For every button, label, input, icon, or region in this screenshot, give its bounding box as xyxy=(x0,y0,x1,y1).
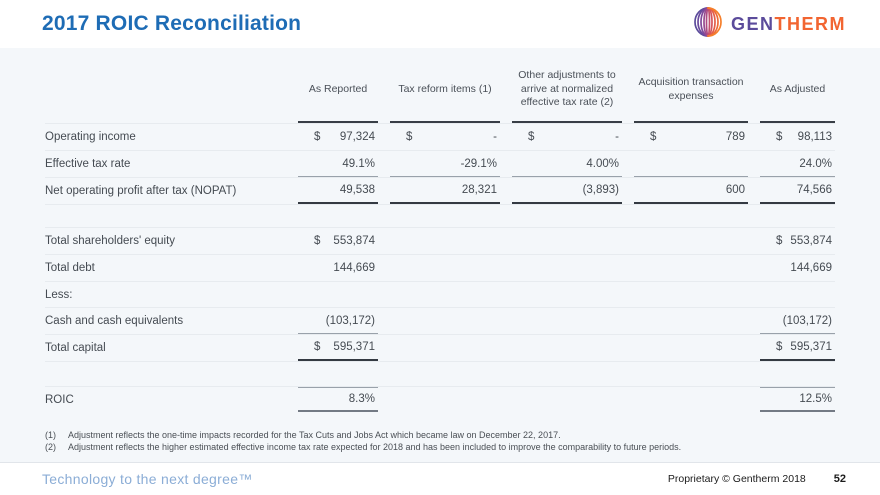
cell-empty xyxy=(390,308,500,334)
cell-empty xyxy=(390,282,500,307)
cell-tax-reform: -29.1% xyxy=(390,151,500,177)
header-label-spacer xyxy=(45,62,286,123)
row-effective-tax-rate: Effective tax rate 49.1% -29.1% 4.00% 24… xyxy=(45,150,835,177)
roic-reconciliation-table: As Reported Tax reform items (1) Other a… xyxy=(45,62,835,412)
cell-empty xyxy=(512,335,622,361)
row-label: ROIC xyxy=(45,393,74,406)
cell-tax-reform: $ - xyxy=(406,131,497,143)
col-header-other-adjustments: Other adjustments to arrive at normalize… xyxy=(512,62,622,123)
cell-as-reported: (103,172) xyxy=(298,308,378,334)
row-less: Less: xyxy=(45,281,835,307)
cell-as-reported: 49.1% xyxy=(298,151,378,177)
row-label: Less: xyxy=(45,288,73,301)
slide-header: 2017 ROIC Reconciliation GENTHERM xyxy=(0,0,880,48)
row-label: Cash and cash equivalents xyxy=(45,315,184,327)
cell-as-adjusted: $595,371 xyxy=(760,335,835,361)
logo-text-therm: THERM xyxy=(774,13,846,34)
row-label: Operating income xyxy=(45,131,136,143)
cell-as-adjusted: $553,874 xyxy=(776,235,832,247)
cell-empty xyxy=(634,387,748,412)
cell-empty xyxy=(634,282,748,307)
gentherm-globe-icon xyxy=(692,6,724,43)
footnote-1: (1) Adjustment reflects the one-time imp… xyxy=(45,429,835,441)
cell-as-adjusted: (103,172) xyxy=(760,308,835,334)
col-header-tax-reform: Tax reform items (1) xyxy=(390,62,500,123)
table-header-row: As Reported Tax reform items (1) Other a… xyxy=(45,62,835,123)
cell-empty xyxy=(390,387,500,412)
cell-empty xyxy=(634,335,748,361)
cell-as-reported: 49,538 xyxy=(298,178,378,204)
section-spacer xyxy=(45,361,835,386)
cell-tax-reform: 28,321 xyxy=(390,178,500,204)
footer-right: Proprietary © Gentherm 2018 52 xyxy=(668,473,846,485)
cell-empty xyxy=(512,308,622,334)
logo-wordmark: GENTHERM xyxy=(731,14,846,35)
footnote-number: (1) xyxy=(45,430,56,440)
footnote-2: (2) Adjustment reflects the higher estim… xyxy=(45,441,835,453)
footnote-number: (2) xyxy=(45,442,56,452)
cell-empty xyxy=(634,308,748,334)
cell-acquisition-expenses: 600 xyxy=(634,178,748,204)
row-label: Effective tax rate xyxy=(45,158,131,170)
row-label: Total debt xyxy=(45,262,95,274)
cell-as-adjusted: 24.0% xyxy=(760,151,835,177)
company-tagline: Technology to the next degree™ xyxy=(42,471,253,487)
row-label: Total capital xyxy=(45,342,106,354)
row-operating-income: Operating income $97,324 $ - $ - $789 $98,… xyxy=(45,123,835,150)
row-cash-and-equivalents: Cash and cash equivalents (103,172) (103… xyxy=(45,307,835,334)
cell-acquisition-expenses: $789 xyxy=(650,131,745,143)
slide-footer: Technology to the next degree™ Proprieta… xyxy=(0,462,880,495)
row-label: Net operating profit after tax (NOPAT) xyxy=(45,185,237,197)
cell-empty xyxy=(390,335,500,361)
cell-other-adjustments xyxy=(512,255,622,281)
cell-other-adjustments: 4.00% xyxy=(512,151,622,177)
cell-tax-reform xyxy=(390,255,500,281)
row-total-shareholders-equity: Total shareholders' equity $553,874 $553… xyxy=(45,227,835,254)
cell-acquisition-expenses xyxy=(634,228,748,254)
cell-empty xyxy=(298,282,378,307)
logo-text-gen: GEN xyxy=(730,13,775,34)
section-spacer xyxy=(45,204,835,227)
row-roic: ROIC 8.3% 12.5% xyxy=(45,386,835,412)
cell-as-adjusted: $98,113 xyxy=(776,131,832,143)
page-number: 52 xyxy=(833,473,846,485)
cell-as-adjusted: 12.5% xyxy=(760,387,835,412)
cell-as-reported: $553,874 xyxy=(314,235,375,247)
cell-as-adjusted: 144,669 xyxy=(790,262,832,274)
cell-other-adjustments: $ - xyxy=(528,131,619,143)
col-header-as-reported: As Reported xyxy=(298,62,378,123)
cell-other-adjustments: (3,893) xyxy=(512,178,622,204)
cell-empty xyxy=(512,387,622,412)
gentherm-logo: GENTHERM xyxy=(692,6,846,43)
cell-as-adjusted: 74,566 xyxy=(760,178,835,204)
cell-as-reported: 144,669 xyxy=(333,262,375,274)
col-header-as-adjusted: As Adjusted xyxy=(760,62,835,123)
page-title: 2017 ROIC Reconciliation xyxy=(42,12,302,35)
row-label: Total shareholders' equity xyxy=(45,235,176,247)
row-total-debt: Total debt 144,669 144,669 xyxy=(45,254,835,281)
footnotes: (1) Adjustment reflects the one-time imp… xyxy=(45,429,835,453)
footnote-text: Adjustment reflects the one-time impacts… xyxy=(68,430,561,440)
cell-other-adjustments xyxy=(512,228,622,254)
cell-acquisition-expenses xyxy=(634,151,748,177)
cell-as-reported: $97,324 xyxy=(314,131,375,143)
proprietary-notice: Proprietary © Gentherm 2018 xyxy=(667,473,806,485)
cell-empty xyxy=(512,282,622,307)
row-total-capital: Total capital $595,371 $595,371 xyxy=(45,334,835,361)
footnote-text: Adjustment reflects the higher estimated… xyxy=(68,442,682,452)
row-nopat: Net operating profit after tax (NOPAT) 4… xyxy=(45,177,835,204)
cell-as-reported: $595,371 xyxy=(298,335,378,361)
cell-empty xyxy=(760,282,835,307)
cell-acquisition-expenses xyxy=(634,255,748,281)
col-header-acquisition-expenses: Acquisition transaction expenses xyxy=(634,62,748,123)
cell-tax-reform xyxy=(390,228,500,254)
cell-as-reported: 8.3% xyxy=(298,387,378,412)
slide-body: As Reported Tax reform items (1) Other a… xyxy=(0,48,880,462)
